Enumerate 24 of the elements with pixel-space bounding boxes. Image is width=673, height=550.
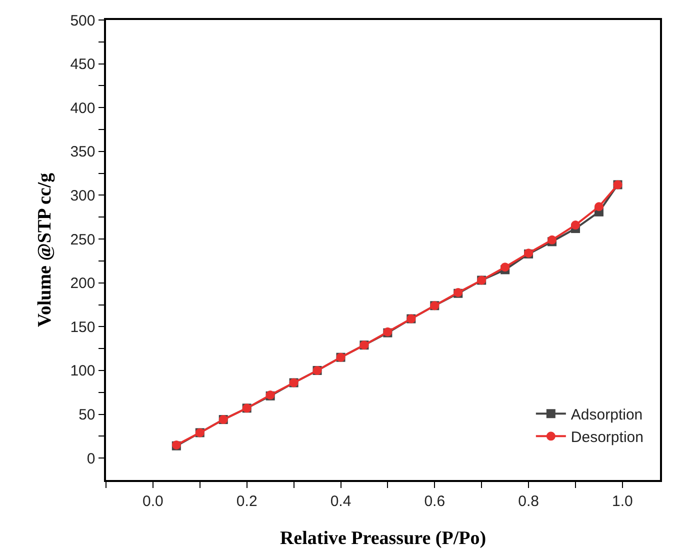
y-tick-label: 450 — [70, 56, 96, 74]
x-tick-label: 0.6 — [424, 492, 446, 510]
y-tick-label: 500 — [70, 12, 96, 30]
y-tick-label: 100 — [70, 362, 96, 380]
legend-label: Adsorption — [570, 406, 643, 424]
x-tick-label: 0.0 — [142, 492, 164, 510]
x-tick-label: 0.4 — [330, 492, 352, 510]
y-tick-label: 50 — [78, 406, 96, 424]
y-tick-label: 150 — [70, 318, 96, 336]
y-tick-label: 0 — [86, 450, 96, 468]
x-tick-label: 1.0 — [612, 492, 633, 510]
x-tick-label: 0.8 — [518, 492, 539, 510]
y-tick-label: 400 — [70, 100, 96, 117]
x-axis-title: Relative Preassure (P/Po) — [280, 528, 486, 550]
x-tick-label: 0.2 — [236, 492, 258, 510]
point — [594, 202, 604, 212]
y-tick-label: 350 — [70, 144, 96, 161]
y-tick-label: 250 — [70, 231, 96, 248]
y-axis-title: Volume @STP cc/g — [34, 172, 56, 328]
y-tick-label: 300 — [70, 187, 96, 204]
legend-label: Desorption — [570, 429, 644, 446]
point — [570, 220, 580, 230]
y-tick-label: 200 — [70, 275, 96, 292]
point — [500, 262, 510, 272]
